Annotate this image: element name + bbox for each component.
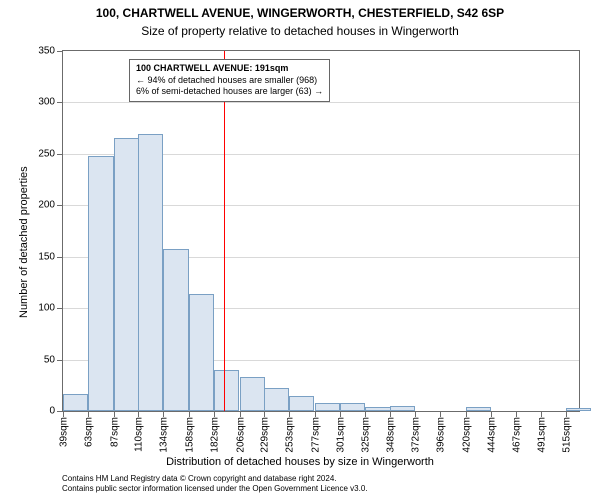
x-tick-label: 325sqm [359, 417, 372, 453]
y-tick-label: 300 [38, 97, 63, 108]
x-tick-label: 372sqm [409, 417, 422, 453]
x-tick-label: 420sqm [459, 417, 472, 453]
y-axis-title: Number of detached properties [18, 166, 30, 318]
reference-line [224, 51, 225, 411]
y-tick-label: 150 [38, 251, 63, 262]
histogram-bar [114, 138, 139, 411]
x-tick-label: 348sqm [383, 417, 396, 453]
x-tick-label: 515sqm [560, 417, 573, 453]
x-tick-label: 63sqm [82, 417, 95, 447]
footer-line1: Contains HM Land Registry data © Crown c… [62, 474, 368, 484]
annotation-box: 100 CHARTWELL AVENUE: 191sqm ← 94% of de… [129, 59, 330, 102]
title-address: 100, CHARTWELL AVENUE, WINGERWORTH, CHES… [0, 6, 600, 20]
x-tick-label: 396sqm [434, 417, 447, 453]
x-tick-label: 467sqm [509, 417, 522, 453]
x-tick-label: 182sqm [208, 417, 221, 453]
annotation-line1: 100 CHARTWELL AVENUE: 191sqm [136, 63, 323, 75]
x-tick-label: 229sqm [257, 417, 270, 453]
footer-attribution: Contains HM Land Registry data © Crown c… [62, 474, 368, 494]
histogram-bar [63, 394, 88, 411]
x-tick-label: 444sqm [485, 417, 498, 453]
x-axis-title: Distribution of detached houses by size … [0, 456, 600, 468]
x-tick-label: 301sqm [334, 417, 347, 453]
y-tick-label: 100 [38, 303, 63, 314]
annotation-line3: 6% of semi-detached houses are larger (6… [136, 86, 323, 98]
histogram-bar [289, 396, 314, 411]
histogram-bar [566, 408, 591, 411]
x-tick-label: 158sqm [182, 417, 195, 453]
histogram-bar [138, 134, 163, 411]
x-tick-label: 39sqm [57, 417, 70, 447]
histogram-bar [264, 388, 289, 411]
footer-line2: Contains public sector information licen… [62, 484, 368, 494]
histogram-bar [163, 249, 188, 412]
histogram-bar [466, 407, 491, 411]
histogram-bar [214, 370, 239, 411]
x-tick-label: 253sqm [283, 417, 296, 453]
y-tick-label: 250 [38, 148, 63, 159]
x-tick-label: 206sqm [233, 417, 246, 453]
x-tick-label: 134sqm [157, 417, 170, 453]
x-tick-label: 491sqm [534, 417, 547, 453]
annotation-line2: ← 94% of detached houses are smaller (96… [136, 75, 323, 87]
grid-line [63, 102, 579, 103]
histogram-bar [365, 407, 390, 411]
x-tick-label: 87sqm [107, 417, 120, 447]
histogram-bar [315, 403, 340, 411]
histogram-bar [88, 156, 113, 411]
y-tick-label: 50 [44, 354, 63, 365]
histogram-bar [240, 377, 265, 411]
x-tick-label: 110sqm [132, 417, 145, 452]
y-tick-label: 0 [49, 406, 63, 417]
chart-plot-area: 05010015020025030035039sqm63sqm87sqm110s… [62, 50, 580, 412]
histogram-bar [340, 403, 365, 411]
histogram-bar [390, 406, 415, 411]
title-subtitle: Size of property relative to detached ho… [0, 24, 600, 38]
x-tick-label: 277sqm [308, 417, 321, 453]
y-tick-label: 200 [38, 200, 63, 211]
y-tick-label: 350 [38, 46, 63, 57]
histogram-bar [189, 294, 214, 411]
